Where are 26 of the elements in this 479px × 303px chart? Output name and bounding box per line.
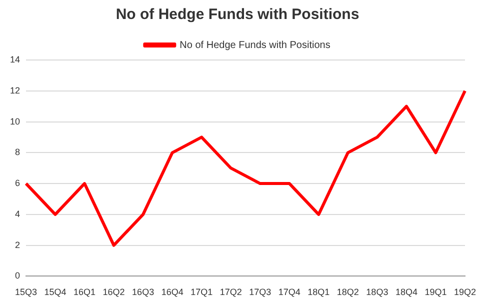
x-tick-label: 16Q4 [161, 287, 184, 298]
y-tick-label: 8 [14, 147, 20, 158]
x-tick-label: 16Q2 [102, 287, 125, 298]
y-tick-label: 14 [10, 54, 20, 64]
legend-label: No of Hedge Funds with Positions [180, 40, 330, 51]
x-tick-label: 17Q2 [220, 287, 242, 298]
y-tick-label: 2 [14, 240, 20, 250]
x-tick-label: 15Q3 [14, 287, 38, 298]
x-tick-label: 15Q4 [44, 287, 66, 298]
x-tick-label: 17Q1 [190, 287, 213, 298]
x-tick-label: 19Q1 [424, 287, 447, 298]
x-tick-label: 18Q3 [366, 287, 388, 298]
y-tick-label: 6 [14, 178, 20, 188]
y-tick-label: 10 [10, 116, 20, 126]
y-tick-label: 12 [10, 85, 20, 96]
x-tick-label: 18Q4 [395, 287, 418, 298]
chart-title: No of Hedge Funds with Positions [116, 6, 360, 24]
x-tick-label: 17Q3 [249, 287, 272, 298]
y-tick-label: 4 [14, 208, 20, 219]
x-tick-label: 18Q2 [336, 287, 359, 298]
x-tick-label: 16Q3 [132, 287, 154, 298]
y-tick-label: 0 [14, 270, 20, 281]
x-tick-label: 16Q1 [74, 287, 96, 298]
x-tick-label: 18Q1 [308, 287, 330, 298]
x-tick-label: 17Q4 [278, 287, 300, 298]
x-tick-label: 19Q2 [454, 287, 476, 298]
